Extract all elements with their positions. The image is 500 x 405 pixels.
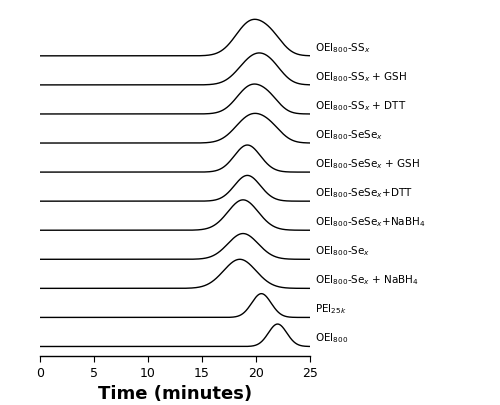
Text: OEI$_{800}$-SeSe$_x$+DTT: OEI$_{800}$-SeSe$_x$+DTT — [316, 186, 413, 200]
Text: OEI$_{800}$-SeSe$_x$ + GSH: OEI$_{800}$-SeSe$_x$ + GSH — [316, 157, 420, 171]
X-axis label: Time (minutes): Time (minutes) — [98, 386, 252, 403]
Text: OEI$_{800}$-SeSe$_x$+NaBH$_4$: OEI$_{800}$-SeSe$_x$+NaBH$_4$ — [316, 215, 426, 229]
Text: OEI$_{800}$-SS$_x$ + DTT: OEI$_{800}$-SS$_x$ + DTT — [316, 99, 407, 113]
Text: OEI$_{800}$-SS$_x$ + GSH: OEI$_{800}$-SS$_x$ + GSH — [316, 70, 408, 83]
Text: OEI$_{800}$: OEI$_{800}$ — [316, 331, 348, 345]
Text: OEI$_{800}$-Se$_x$ + NaBH$_4$: OEI$_{800}$-Se$_x$ + NaBH$_4$ — [316, 273, 420, 287]
Text: OEI$_{800}$-Se$_x$: OEI$_{800}$-Se$_x$ — [316, 244, 370, 258]
Text: PEI$_{25k}$: PEI$_{25k}$ — [316, 302, 347, 316]
Text: OEI$_{800}$-SeSe$_x$: OEI$_{800}$-SeSe$_x$ — [316, 128, 384, 142]
Text: OEI$_{800}$-SS$_x$: OEI$_{800}$-SS$_x$ — [316, 41, 371, 55]
